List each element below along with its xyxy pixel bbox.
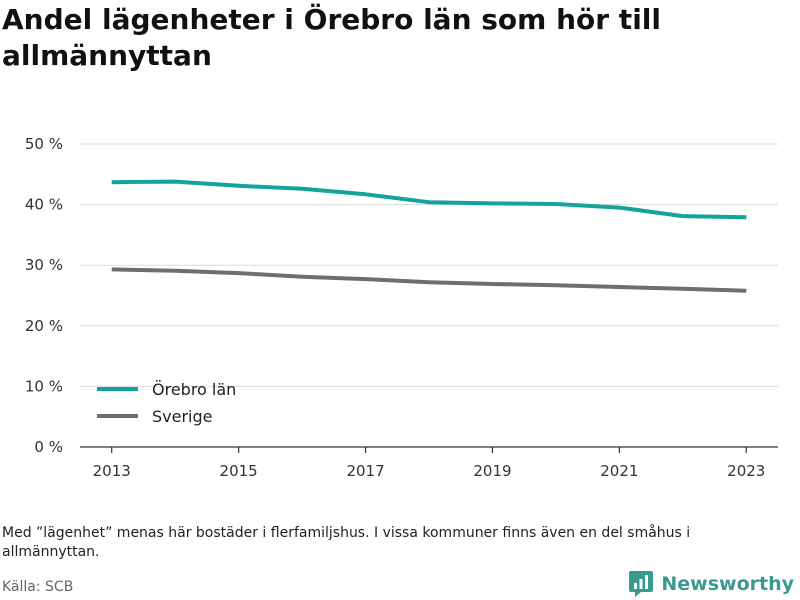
data-series xyxy=(111,179,747,293)
x-tick-label: 2013 xyxy=(93,462,131,480)
x-tick-label: 2015 xyxy=(220,462,258,480)
x-tick-label: 2017 xyxy=(346,462,384,480)
grid-lines xyxy=(80,143,778,387)
x-tick-label: 2019 xyxy=(473,462,511,480)
series-line-sverige xyxy=(111,267,747,293)
y-tick-label: 0 % xyxy=(34,438,63,456)
y-tick-label: 50 % xyxy=(25,135,63,153)
source-credit: Källa: SCB xyxy=(2,579,74,595)
y-tick-label: 10 % xyxy=(25,377,63,395)
y-axis: 0 % 10 % 20 % 30 % 40 % 50 % xyxy=(25,135,63,456)
legend-label: Sverige xyxy=(152,407,213,426)
y-tick-label: 20 % xyxy=(25,317,63,335)
y-tick-label: 30 % xyxy=(25,256,63,274)
brand-logo: Newsworthy xyxy=(628,570,794,598)
x-tick-label: 2023 xyxy=(727,462,765,480)
brand-name: Newsworthy xyxy=(661,573,794,595)
line-chart: 0 % 10 % 20 % 30 % 40 % 50 % 2013 2015 2017 2019… xyxy=(25,135,778,480)
y-tick-label: 40 % xyxy=(25,196,63,214)
legend-label: Örebro län xyxy=(152,380,236,399)
legend: Örebro län Sverige xyxy=(97,380,236,426)
newsworthy-logo-icon xyxy=(629,571,654,597)
x-tick-label: 2021 xyxy=(600,462,638,480)
x-axis: 2013 2015 2017 2019 2021 2023 xyxy=(80,446,778,480)
series-line-örebro-län xyxy=(111,179,747,220)
footnote: Med ”lägenhet” menas här bostäder i fler… xyxy=(2,525,691,560)
chart-title: Andel lägenheter i Örebro län som hör ti… xyxy=(2,3,661,72)
